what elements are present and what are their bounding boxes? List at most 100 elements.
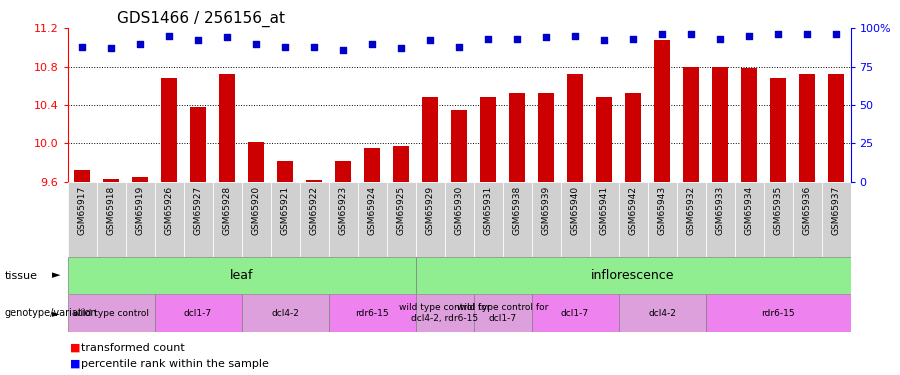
Bar <box>532 294 618 332</box>
Bar <box>357 182 386 257</box>
Point <box>829 31 843 37</box>
Point <box>626 36 640 42</box>
Bar <box>763 182 793 257</box>
Bar <box>625 93 641 182</box>
Bar <box>328 294 416 332</box>
Text: GSM65937: GSM65937 <box>832 186 841 235</box>
Bar <box>68 182 96 257</box>
Bar <box>538 93 554 182</box>
Bar <box>155 294 241 332</box>
Bar <box>473 294 532 332</box>
Point <box>770 31 785 37</box>
Text: ■: ■ <box>70 359 81 369</box>
Text: GDS1466 / 256156_at: GDS1466 / 256156_at <box>117 11 285 27</box>
Bar <box>386 182 416 257</box>
Text: GSM65942: GSM65942 <box>628 186 637 235</box>
Text: GSM65940: GSM65940 <box>571 186 580 235</box>
Bar <box>677 182 706 257</box>
Text: leaf: leaf <box>230 269 253 282</box>
Point <box>568 33 582 39</box>
Text: GSM65926: GSM65926 <box>165 186 174 235</box>
Text: GSM65935: GSM65935 <box>773 186 782 235</box>
Text: GSM65918: GSM65918 <box>106 186 115 235</box>
Text: dcl4-2: dcl4-2 <box>648 309 676 318</box>
Bar <box>561 182 590 257</box>
Text: GSM65934: GSM65934 <box>744 186 753 235</box>
Text: GSM65932: GSM65932 <box>687 186 696 235</box>
Text: GSM65930: GSM65930 <box>454 186 464 235</box>
Bar <box>271 182 300 257</box>
Text: GSM65941: GSM65941 <box>599 186 608 235</box>
Text: ■: ■ <box>70 343 81 353</box>
Text: rdr6-15: rdr6-15 <box>356 309 389 318</box>
Bar <box>799 74 815 182</box>
Bar <box>451 110 467 182</box>
Bar <box>422 97 438 182</box>
Bar <box>712 66 728 182</box>
Text: GSM65920: GSM65920 <box>251 186 260 235</box>
Bar <box>364 148 380 182</box>
Bar <box>416 294 473 332</box>
Text: tissue: tissue <box>4 271 38 280</box>
Bar <box>416 257 850 294</box>
Text: percentile rank within the sample: percentile rank within the sample <box>81 359 269 369</box>
Bar <box>241 182 271 257</box>
Point <box>336 46 350 53</box>
Text: GSM65927: GSM65927 <box>194 186 202 235</box>
Text: ►: ► <box>52 308 59 318</box>
Text: GSM65933: GSM65933 <box>716 186 724 235</box>
Bar <box>734 182 763 257</box>
Point <box>307 44 321 50</box>
Bar <box>618 294 706 332</box>
Text: GSM65943: GSM65943 <box>658 186 667 235</box>
Point <box>394 45 409 51</box>
Point <box>684 31 698 37</box>
Text: GSM65925: GSM65925 <box>397 186 406 235</box>
Bar <box>328 182 357 257</box>
Text: GSM65917: GSM65917 <box>77 186 86 235</box>
Bar <box>793 182 822 257</box>
Point <box>597 38 611 44</box>
Bar <box>132 177 148 182</box>
Point <box>364 40 379 46</box>
Text: dcl1-7: dcl1-7 <box>184 309 212 318</box>
Point <box>133 40 148 46</box>
Point <box>220 34 234 40</box>
Bar <box>68 294 155 332</box>
Point <box>248 40 263 46</box>
Bar <box>219 74 235 182</box>
Text: GSM65923: GSM65923 <box>338 186 347 235</box>
Bar <box>741 69 757 182</box>
Bar <box>155 182 184 257</box>
Bar <box>68 257 416 294</box>
Point <box>655 31 670 37</box>
Bar <box>184 182 212 257</box>
Text: GSM65939: GSM65939 <box>542 186 551 235</box>
Point <box>800 31 814 37</box>
Bar <box>445 182 473 257</box>
Text: genotype/variation: genotype/variation <box>4 308 97 318</box>
Text: GSM65921: GSM65921 <box>281 186 290 235</box>
Point <box>104 45 118 51</box>
Bar <box>509 93 525 182</box>
Bar <box>393 146 409 182</box>
Point <box>423 38 437 44</box>
Bar <box>473 182 502 257</box>
Bar <box>706 182 734 257</box>
Point <box>191 38 205 44</box>
Bar <box>248 141 264 182</box>
Text: ►: ► <box>52 271 60 280</box>
Bar <box>103 179 119 182</box>
Bar <box>125 182 155 257</box>
Bar <box>590 182 618 257</box>
Text: wild type control for
dcl1-7: wild type control for dcl1-7 <box>457 303 548 323</box>
Bar <box>335 161 351 182</box>
Text: GSM65936: GSM65936 <box>803 186 812 235</box>
Point <box>481 36 495 42</box>
Bar <box>300 182 328 257</box>
Text: rdr6-15: rdr6-15 <box>761 309 795 318</box>
Point <box>162 33 176 39</box>
Point <box>509 36 524 42</box>
Bar <box>480 97 496 182</box>
Bar <box>74 170 90 182</box>
